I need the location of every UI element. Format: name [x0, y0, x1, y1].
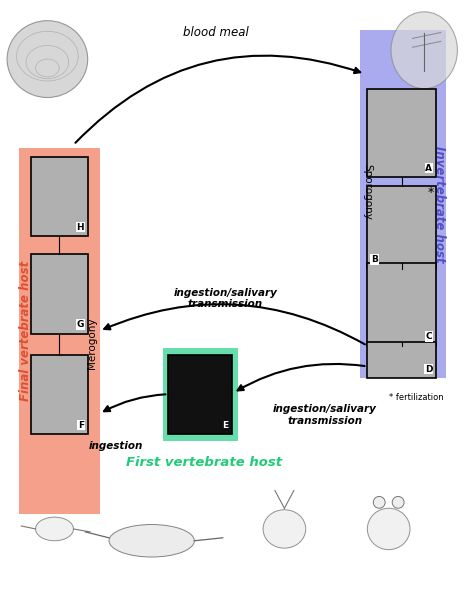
Text: First vertebrate host: First vertebrate host: [126, 456, 282, 469]
FancyBboxPatch shape: [31, 254, 88, 334]
Ellipse shape: [367, 508, 410, 550]
Text: H: H: [76, 223, 84, 232]
Text: blood meal: blood meal: [183, 26, 248, 39]
Text: * fertilization: * fertilization: [389, 393, 443, 402]
FancyBboxPatch shape: [19, 148, 100, 514]
FancyBboxPatch shape: [367, 89, 436, 177]
Text: ingestion/salivary
transmission: ingestion/salivary transmission: [173, 288, 277, 309]
Text: Invertebrate host: Invertebrate host: [433, 145, 447, 262]
Ellipse shape: [391, 12, 457, 89]
Text: B: B: [371, 255, 378, 264]
Ellipse shape: [392, 496, 404, 508]
Ellipse shape: [109, 525, 194, 557]
FancyBboxPatch shape: [31, 157, 88, 236]
Text: Merogony: Merogony: [87, 317, 98, 369]
Ellipse shape: [263, 509, 306, 548]
FancyBboxPatch shape: [367, 342, 436, 378]
Ellipse shape: [374, 496, 385, 508]
Text: A: A: [425, 164, 432, 173]
Ellipse shape: [36, 517, 73, 541]
FancyBboxPatch shape: [163, 348, 238, 441]
Text: C: C: [426, 332, 432, 341]
Text: ingestion: ingestion: [89, 441, 143, 451]
FancyBboxPatch shape: [360, 30, 446, 378]
FancyBboxPatch shape: [367, 186, 436, 269]
Text: *: *: [428, 186, 434, 199]
Ellipse shape: [7, 21, 88, 98]
Text: E: E: [222, 421, 228, 430]
Text: Sporogony: Sporogony: [362, 164, 373, 220]
FancyBboxPatch shape: [168, 355, 232, 434]
FancyBboxPatch shape: [367, 263, 436, 346]
Text: Final vertebrate host: Final vertebrate host: [18, 261, 32, 401]
Text: G: G: [76, 320, 84, 329]
Text: F: F: [78, 421, 84, 430]
FancyBboxPatch shape: [31, 355, 88, 434]
Text: D: D: [425, 365, 432, 374]
Text: ingestion/salivary
transmission: ingestion/salivary transmission: [273, 404, 377, 426]
